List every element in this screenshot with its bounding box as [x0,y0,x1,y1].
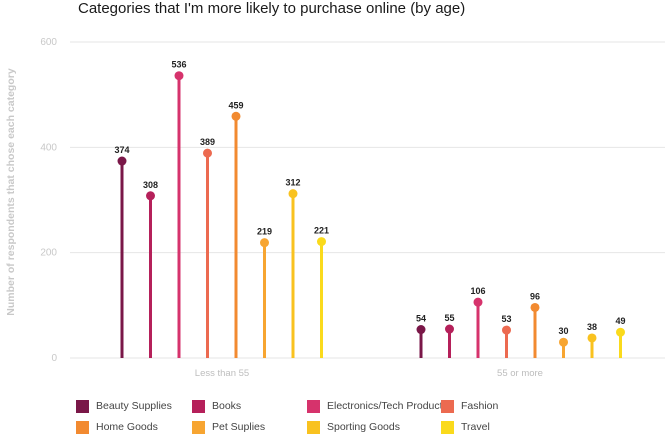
lollipop-chart: 0 200 400 600 Number of respondents that cho… [5,37,665,379]
lollipop-dot [616,327,625,337]
legend-swatch [307,399,320,413]
y-tick-label: 400 [40,142,57,153]
y-tick-label: 0 [51,353,57,364]
data-label: 38 [587,322,597,332]
legend-label: Beauty Supplies [96,400,172,412]
lollipop-dot [559,337,568,347]
legend-label: Travel [461,421,490,433]
lollipop-dot [502,325,511,335]
data-label: 221 [314,226,329,236]
legend-item: Electronics/Tech Products [307,398,448,414]
legend-swatch [76,399,89,413]
lollipop-dot [530,302,540,312]
lollipop-dot [587,333,597,343]
data-label: 30 [558,326,568,336]
legend-swatch [441,399,454,413]
y-tick-label: 200 [40,248,57,259]
data-label: 54 [416,314,426,324]
lollipop-dot [473,297,483,307]
data-label: 106 [470,286,485,296]
legend-label: Books [212,400,242,412]
lollipop-dot [445,324,454,334]
legend: Beauty Supplies Books Electronics/Tech Pro… [76,398,636,438]
legend-label: Sporting Goods [327,421,400,433]
legend-item: Home Goods [76,419,158,435]
lollipop-dot [146,191,155,201]
lollipop-dot [174,71,184,81]
lollipop-dot [416,325,426,335]
data-label: 53 [501,314,511,324]
data-label: 49 [615,316,625,326]
y-axis-title: Number of respondents that chose each ca… [5,68,17,316]
x-category-label: Less than 55 [195,368,249,379]
legend-label: Pet Suplies [212,421,266,433]
legend-swatch [76,420,89,434]
lollipop-dot [203,148,212,158]
legend-swatch [441,420,454,434]
legend-item: Books [192,398,241,414]
data-label: 374 [114,145,129,155]
axis-labels: 0 200 400 600 Number of respondents that cho… [5,37,543,379]
legend-item: Sporting Goods [307,419,400,435]
x-category-label: 55 or more [497,368,543,379]
lollipop-dot [117,156,127,166]
data-label: 459 [228,100,243,110]
lollipop-dot [317,237,326,247]
data-label: 308 [143,180,158,190]
legend-label: Electronics/Tech Products [327,400,448,412]
legend-item: Fashion [441,398,498,414]
legend-item: Pet Suplies [192,419,265,435]
grid-lines [70,41,665,359]
legend-item: Beauty Supplies [76,398,172,414]
data-label: 312 [285,178,300,188]
legend-label: Fashion [461,400,499,412]
legend-swatch [307,420,320,434]
legend-swatch [192,420,205,434]
data-label: 96 [530,291,540,301]
chart-title: Categories that I'm more likely to purch… [78,0,466,17]
lollipop-dot [288,189,298,199]
y-tick-label: 600 [40,37,57,48]
data-label: 219 [257,227,272,237]
data-label: 389 [200,137,215,147]
legend-swatch [192,399,205,413]
legend-label: Home Goods [96,421,158,433]
lollipop-dot [260,238,269,248]
data-marks: 374 308 536 389 459 219 312 221 54 55 106 53 96 30 38 4… [114,60,626,358]
data-label: 536 [171,60,186,70]
data-label: 55 [444,313,454,323]
lollipop-dot [231,111,241,121]
legend-item: Travel [441,419,490,435]
